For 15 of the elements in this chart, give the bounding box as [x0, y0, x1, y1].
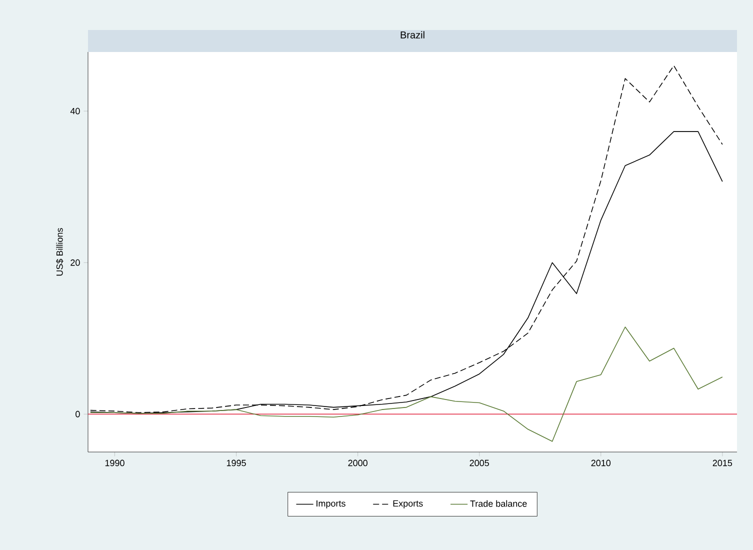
- x-tick-label: 2010: [591, 460, 611, 466]
- legend-label: Imports: [316, 500, 346, 508]
- y-tick-label: 20: [70, 259, 80, 266]
- legend-label: Trade balance: [470, 500, 527, 507]
- line-series: [90, 326, 723, 442]
- x-tick-label: 1995: [226, 460, 246, 466]
- y-tick-label: 40: [70, 108, 80, 114]
- x-tick-label: 2005: [470, 460, 489, 466]
- y-tick-label: 0: [76, 410, 80, 418]
- legend-label: Exports: [393, 500, 423, 508]
- x-tick-label: 2015: [712, 460, 732, 466]
- y-axis-title: US$ Billions: [56, 228, 64, 276]
- chart-title: Brazil: [400, 31, 424, 38]
- x-tick-label: 2000: [348, 460, 368, 466]
- x-tick-label: 1990: [105, 460, 124, 466]
